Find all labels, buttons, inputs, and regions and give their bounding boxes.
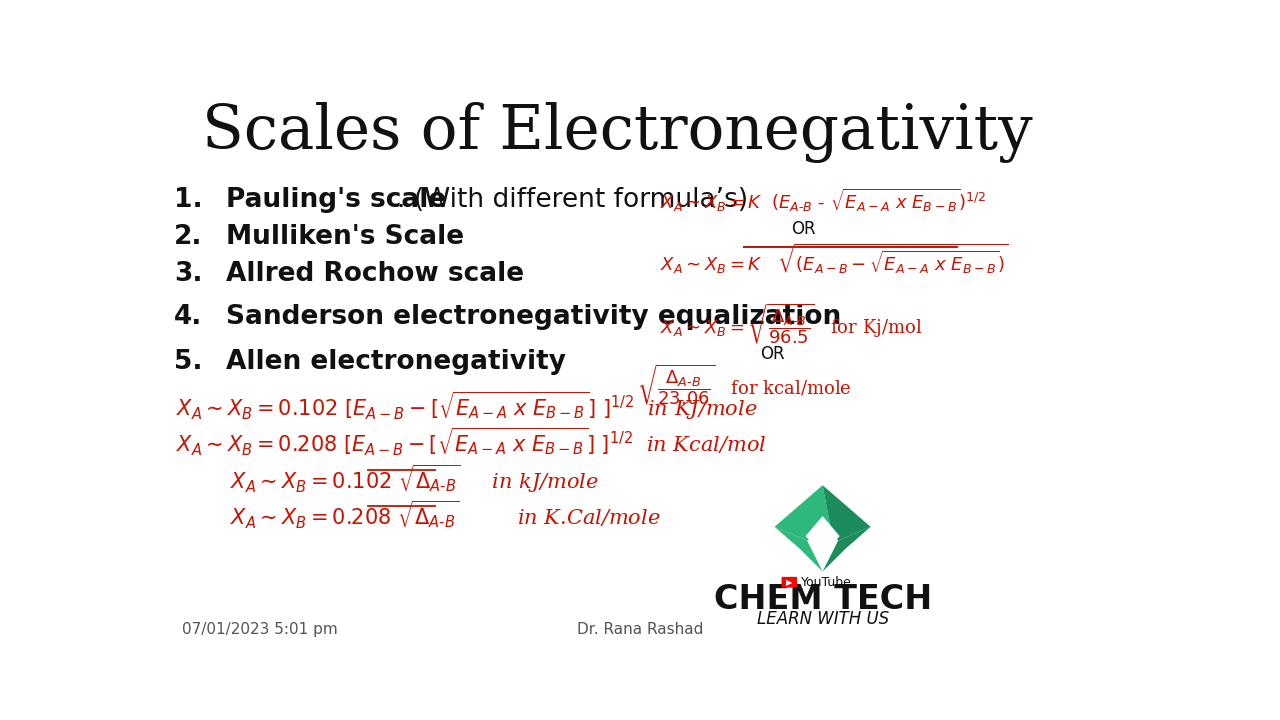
Text: ▶: ▶ [786, 577, 792, 587]
Text: $X_A \sim X_B =K\ \ \ \sqrt{(E_{A-B} - \sqrt{E_{A-A}\ \mathit{x}\ E_{B-B}})}$: $X_A \sim X_B =K\ \ \ \sqrt{(E_{A-B} - \… [660, 242, 1009, 276]
Text: $X_A \sim X_B = \sqrt{\dfrac{\Delta_{A\text{-}B}}{96.5}}\ \ $ for Kj/mol: $X_A \sim X_B = \sqrt{\dfrac{\Delta_{A\t… [660, 302, 923, 346]
Polygon shape [805, 516, 840, 554]
Text: Sanderson electronegativity equalization: Sanderson electronegativity equalization [225, 305, 841, 330]
Text: CHEM TECH: CHEM TECH [713, 583, 932, 616]
Text: OR: OR [791, 220, 815, 238]
Text: OR: OR [760, 346, 785, 364]
Text: 2.: 2. [174, 225, 202, 251]
Text: Dr. Rana Rashad: Dr. Rana Rashad [577, 622, 704, 636]
Polygon shape [823, 527, 870, 572]
Text: LEARN WITH US: LEARN WITH US [756, 611, 888, 629]
Polygon shape [774, 485, 831, 541]
Text: $X_A \sim X_B = 0.208\ [E_{A-B} - [\sqrt{E_{A-A}\ x\ E_{B-B}}]\ ]^{1/2}$  in Kca: $X_A \sim X_B = 0.208\ [E_{A-B} - [\sqrt… [175, 426, 767, 458]
Text: Pauling's scale: Pauling's scale [225, 187, 447, 213]
Text: Allred Rochow scale: Allred Rochow scale [225, 261, 524, 287]
Text: YouTube: YouTube [801, 576, 851, 589]
Text: Mulliken's Scale: Mulliken's Scale [225, 225, 465, 251]
Text: $X_A \sim X_B =K\ \ \mathit{(E_{A\text{-}B}\ \text{-}\ \sqrt{E_{A-A}\ \mathit{x}: $X_A \sim X_B =K\ \ \mathit{(E_{A\text{-… [660, 186, 986, 214]
Text: 3.: 3. [174, 261, 202, 287]
Text: $X_A \sim X_B = 0.102\ \sqrt{\Delta_{A\text{-}B}}$     in kJ/mole: $X_A \sim X_B = 0.102\ \sqrt{\Delta_{A\t… [229, 463, 599, 495]
Text: $X_A \sim X_B = 0.208\ \sqrt{\Delta_{A\text{-}B}}$         in K.Cal/mole: $X_A \sim X_B = 0.208\ \sqrt{\Delta_{A\t… [229, 499, 660, 531]
Polygon shape [823, 485, 870, 541]
Text: Scales of Electronegativity: Scales of Electronegativity [202, 102, 1033, 163]
Text: $\sqrt{\dfrac{\Delta_{A\text{-}B}}{23.06}}\ \ $ for kcal/mole: $\sqrt{\dfrac{\Delta_{A\text{-}B}}{23.06… [636, 363, 851, 408]
Text: 5.: 5. [174, 349, 202, 375]
FancyBboxPatch shape [782, 577, 797, 588]
Text: Allen electronegativity: Allen electronegativity [225, 349, 566, 375]
Text: . (With different formula’s): . (With different formula’s) [397, 187, 748, 213]
Text: $X_A \sim X_B = 0.102\ [E_{A-B} - [\sqrt{E_{A-A}\ x\ E_{B-B}}]\ ]^{1/2}$  in KJ/: $X_A \sim X_B = 0.102\ [E_{A-B} - [\sqrt… [175, 390, 756, 422]
Text: 4.: 4. [174, 305, 202, 330]
Text: 1.: 1. [174, 187, 202, 213]
Text: 07/01/2023 5:01 pm: 07/01/2023 5:01 pm [182, 622, 338, 636]
Polygon shape [774, 527, 823, 572]
